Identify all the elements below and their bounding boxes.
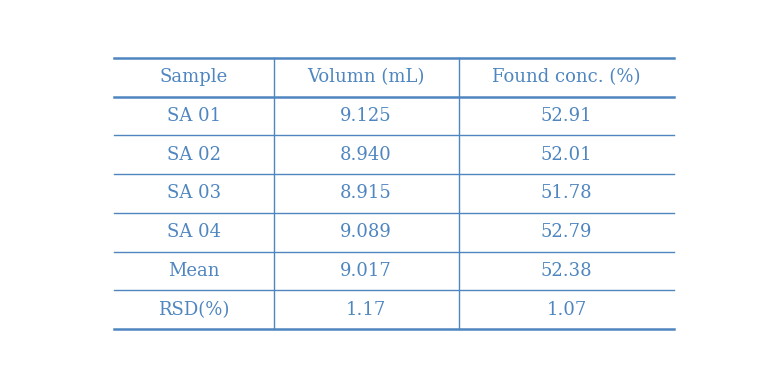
- Text: 51.78: 51.78: [541, 185, 592, 202]
- Text: 8.940: 8.940: [340, 146, 392, 164]
- Text: SA 03: SA 03: [167, 185, 221, 202]
- Text: Found conc. (%): Found conc. (%): [492, 68, 641, 86]
- Text: 52.91: 52.91: [541, 107, 592, 125]
- Text: SA 01: SA 01: [167, 107, 221, 125]
- Text: 1.17: 1.17: [346, 301, 386, 319]
- Text: SA 02: SA 02: [167, 146, 221, 164]
- Text: 52.79: 52.79: [541, 223, 592, 241]
- Text: 52.38: 52.38: [541, 262, 592, 280]
- Text: Sample: Sample: [160, 68, 228, 86]
- Text: 1.07: 1.07: [546, 301, 587, 319]
- Text: RSD(%): RSD(%): [158, 301, 229, 319]
- Text: 8.915: 8.915: [340, 185, 392, 202]
- Text: Volumn (mL): Volumn (mL): [308, 68, 424, 86]
- Text: 9.017: 9.017: [340, 262, 392, 280]
- Text: Mean: Mean: [168, 262, 220, 280]
- Text: 9.125: 9.125: [341, 107, 392, 125]
- Text: 9.089: 9.089: [340, 223, 392, 241]
- Text: SA 04: SA 04: [167, 223, 221, 241]
- Text: 52.01: 52.01: [541, 146, 592, 164]
